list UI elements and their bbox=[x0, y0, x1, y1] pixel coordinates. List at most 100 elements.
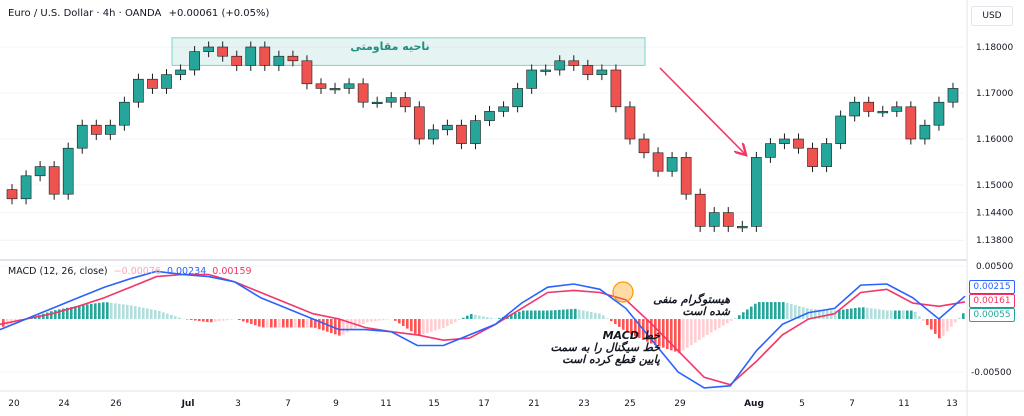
histogram-bar bbox=[418, 319, 421, 336]
histogram-bar bbox=[318, 319, 321, 330]
histogram-bar bbox=[302, 319, 305, 328]
histogram-bar bbox=[922, 319, 925, 321]
histogram-bar bbox=[142, 307, 145, 319]
histogram-bar bbox=[626, 319, 629, 333]
histogram-bar bbox=[726, 319, 729, 324]
histogram-bar bbox=[598, 313, 601, 319]
macd-legend-histogram: −0.00076 bbox=[113, 266, 161, 277]
histogram-bar bbox=[222, 319, 225, 321]
candle-body-up bbox=[849, 101, 860, 117]
symbol-title: Euro / U.S. Dollar · 4h · OANDA bbox=[8, 8, 162, 19]
candle bbox=[821, 138, 832, 173]
candle-body-up bbox=[161, 74, 172, 89]
candle-body-up bbox=[119, 101, 130, 126]
candle bbox=[470, 115, 481, 150]
histogram-bar bbox=[766, 302, 769, 319]
histogram-bar bbox=[910, 310, 913, 319]
histogram-bar bbox=[282, 319, 285, 328]
histogram-bar bbox=[58, 309, 61, 319]
histogram-bar bbox=[870, 308, 873, 319]
histogram-bar bbox=[466, 315, 469, 319]
candle-body-up bbox=[596, 69, 608, 75]
time-axis-label: 9 bbox=[333, 399, 339, 409]
histogram-bar bbox=[730, 319, 733, 321]
candle bbox=[765, 138, 776, 163]
candle-body-down bbox=[90, 124, 102, 135]
macd-legend-macd: 0.00234 bbox=[166, 266, 207, 277]
histogram-bar bbox=[490, 317, 493, 319]
histogram-bar bbox=[790, 304, 793, 319]
candle bbox=[203, 41, 214, 58]
candle-body-up bbox=[779, 138, 790, 144]
histogram-bar bbox=[190, 319, 193, 320]
histogram-bar bbox=[374, 319, 377, 322]
candle-body-up bbox=[512, 88, 523, 108]
histogram-bar bbox=[86, 304, 89, 319]
histogram-bar bbox=[890, 310, 893, 319]
candle bbox=[371, 96, 383, 108]
histogram-bar bbox=[574, 308, 577, 319]
candle-body-up bbox=[133, 78, 144, 103]
histogram-bar bbox=[482, 316, 485, 319]
histogram-bar bbox=[882, 309, 885, 319]
time-axis-label: Jul bbox=[181, 399, 195, 409]
histogram-bar bbox=[178, 317, 181, 319]
macd-tick-label: -0.00500 bbox=[971, 368, 1012, 378]
histogram-bar bbox=[122, 304, 125, 319]
histogram-bar bbox=[522, 310, 525, 319]
candle bbox=[385, 92, 397, 108]
histogram-bar bbox=[822, 309, 825, 319]
histogram-bar bbox=[322, 319, 325, 331]
candle bbox=[736, 220, 748, 232]
candle bbox=[498, 101, 509, 117]
histogram-bar bbox=[54, 310, 57, 319]
histogram-bar bbox=[290, 319, 293, 328]
candle-body-down bbox=[694, 193, 706, 227]
histogram-bar bbox=[278, 319, 281, 328]
histogram-bar bbox=[474, 314, 477, 319]
histogram-bar bbox=[314, 319, 317, 328]
candle-body-up bbox=[273, 55, 285, 66]
histogram-bar bbox=[946, 319, 949, 332]
candle bbox=[849, 96, 860, 122]
candle-body-up bbox=[385, 97, 397, 103]
candle bbox=[694, 188, 706, 232]
candle-body-up bbox=[329, 88, 341, 91]
histogram-bar bbox=[434, 319, 437, 331]
histogram-bar bbox=[858, 307, 861, 319]
histogram-bar bbox=[650, 319, 653, 344]
histogram-bar bbox=[962, 313, 965, 319]
histogram-bar bbox=[74, 306, 77, 319]
histogram-bar bbox=[230, 319, 233, 320]
candle-body-up bbox=[933, 101, 945, 126]
histogram-bar bbox=[734, 318, 737, 319]
candle bbox=[512, 82, 523, 113]
histogram-bar bbox=[682, 319, 685, 351]
histogram-bar bbox=[586, 311, 589, 319]
candle bbox=[175, 64, 186, 81]
histogram-bar bbox=[818, 309, 821, 319]
histogram-bar bbox=[562, 309, 565, 319]
histogram-bar bbox=[634, 319, 637, 337]
candle-body-up bbox=[76, 124, 88, 149]
candle bbox=[610, 64, 622, 113]
histogram-bar bbox=[102, 302, 105, 319]
price-tick-label: 1.17000 bbox=[976, 89, 1013, 99]
currency-button[interactable]: USD bbox=[971, 6, 1013, 26]
histogram-bar bbox=[518, 311, 521, 319]
candle-body-up bbox=[751, 157, 762, 227]
price-tick-label: 1.16000 bbox=[976, 135, 1013, 145]
histogram-bar bbox=[566, 309, 569, 319]
candle-body-up bbox=[189, 51, 200, 71]
cross-note-line3: پایین قطع کرده است bbox=[562, 353, 660, 366]
resistance-zone-label: ناحیه مقاومتی bbox=[350, 40, 430, 53]
histogram-bar bbox=[46, 312, 49, 319]
price-tick-label: 1.13800 bbox=[976, 236, 1013, 246]
time-axis-label: 11 bbox=[380, 399, 391, 409]
histogram-bar bbox=[462, 317, 465, 319]
histogram-bar bbox=[66, 307, 69, 319]
candle-body-down bbox=[147, 78, 158, 89]
histogram-bar bbox=[914, 311, 917, 319]
histogram-bar bbox=[50, 311, 53, 319]
